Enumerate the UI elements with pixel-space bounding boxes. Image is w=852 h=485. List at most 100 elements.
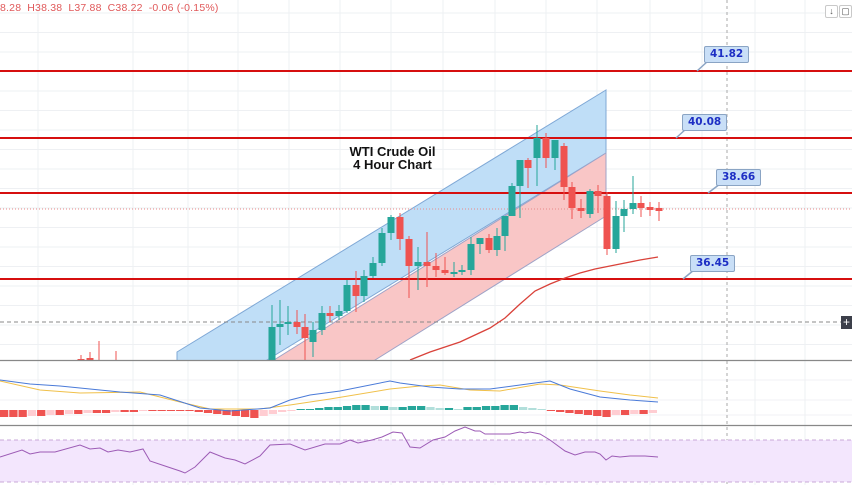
macd-histogram-bar xyxy=(176,410,185,411)
macd-histogram-bar xyxy=(55,410,64,415)
chart-title: WTI Crude Oil 4 Hour Chart xyxy=(320,145,465,171)
macd-histogram-bar xyxy=(27,410,37,416)
candle-body xyxy=(620,209,628,216)
candle-body xyxy=(318,313,326,330)
macd-histogram-bar xyxy=(602,410,611,417)
ohlc-change: -0.06 (-0.15%) xyxy=(148,2,219,14)
macd-histogram-bar xyxy=(92,410,101,413)
macd-histogram-bar xyxy=(259,410,268,416)
candle-body xyxy=(369,263,377,276)
candle-body xyxy=(284,322,292,324)
macd-histogram-bar xyxy=(120,410,129,412)
chart-title-line2: 4 Hour Chart xyxy=(353,157,432,172)
candle-body xyxy=(405,239,413,266)
macd-histogram-bar xyxy=(454,409,463,410)
candle-body xyxy=(524,160,532,168)
fullscreen-icon[interactable]: ▢ xyxy=(839,5,852,18)
candle-body xyxy=(603,196,611,249)
candle-body xyxy=(276,324,284,327)
macd-histogram-bar xyxy=(593,410,602,416)
macd-histogram-bar xyxy=(426,407,435,410)
crosshair-plus-icon[interactable]: + xyxy=(841,315,852,329)
macd-histogram-bar xyxy=(324,407,333,410)
macd-histogram-bar xyxy=(546,410,556,411)
macd-histogram-bar xyxy=(74,410,83,414)
macd-histogram-bar xyxy=(389,407,398,410)
candle-body xyxy=(476,238,484,244)
candle-body xyxy=(301,327,309,338)
candle-body xyxy=(423,262,431,266)
macd-histogram-bar xyxy=(509,405,518,410)
macd-histogram-bar xyxy=(148,410,157,411)
candle-body xyxy=(387,217,395,233)
candle-body xyxy=(637,203,645,208)
macd-histogram-bar xyxy=(278,410,287,412)
candle-body xyxy=(655,208,663,211)
candle-body xyxy=(86,358,94,360)
macd-histogram-bar xyxy=(111,410,120,412)
rsi-line xyxy=(0,426,659,474)
ohlc-open: 8.28 xyxy=(0,2,22,14)
macd-histogram-bar xyxy=(407,406,417,410)
candle-body xyxy=(414,262,422,266)
level-label-40-08: 40.08 xyxy=(682,114,728,131)
macd-histogram-bar xyxy=(296,409,305,410)
level-label-38-66: 38.66 xyxy=(716,169,762,186)
rsi-band xyxy=(0,440,852,482)
candle-body xyxy=(268,327,276,360)
candle-body xyxy=(378,233,386,263)
moving-average-line xyxy=(409,256,659,361)
level-label-36-45: 36.45 xyxy=(690,255,736,272)
macd-histogram-bar xyxy=(315,408,324,410)
candle-body xyxy=(516,160,524,186)
macd-histogram-bar xyxy=(231,410,240,416)
macd-histogram-bar xyxy=(64,410,74,414)
macd-histogram-bar xyxy=(398,407,407,410)
macd-histogram-bar xyxy=(472,407,481,410)
macd-histogram-bar xyxy=(157,410,166,411)
ohlc-high: H38.38 xyxy=(27,2,63,14)
macd-histogram-bar xyxy=(556,410,565,412)
macd-histogram-bar xyxy=(417,406,426,410)
macd-line xyxy=(0,379,659,412)
macd-histogram-bar xyxy=(166,410,176,411)
download-icon[interactable]: ↓ xyxy=(825,5,838,18)
macd-histogram-bar xyxy=(305,409,315,410)
candle-body xyxy=(542,138,550,158)
macd-histogram-bar xyxy=(18,410,27,417)
macd-histogram-bar xyxy=(0,410,9,417)
candle-body xyxy=(441,270,449,273)
candle-body xyxy=(450,272,458,274)
ohlc-close: C38.22 xyxy=(107,2,143,14)
macd-histogram-bar xyxy=(518,407,528,410)
macd-histogram-bar xyxy=(37,410,46,416)
candle-body xyxy=(458,270,466,272)
macd-histogram-bar xyxy=(46,410,55,415)
candle-body xyxy=(551,140,559,158)
macd-histogram-bar xyxy=(213,410,222,414)
macd-histogram-bar xyxy=(203,410,213,413)
candle-body xyxy=(352,285,360,296)
candle-body xyxy=(467,244,475,270)
candle-body xyxy=(629,203,637,209)
macd-histogram-bar xyxy=(435,408,444,410)
macd-histogram-bar xyxy=(379,406,389,410)
macd-histogram-bar xyxy=(240,410,250,417)
candle-body xyxy=(646,207,654,210)
macd-histogram-bar xyxy=(9,410,18,417)
candle-body xyxy=(577,208,585,211)
macd-histogram-bar xyxy=(83,410,92,413)
ohlc-legend: 8.28 H38.38 L37.88 C38.22 -0.06 (-0.15%) xyxy=(0,2,225,14)
candle-body xyxy=(343,285,351,311)
candle-body xyxy=(594,191,602,196)
candle-body xyxy=(493,236,501,250)
candle-body xyxy=(533,138,541,158)
macd-histogram-bar xyxy=(287,410,296,411)
macd-histogram-bar xyxy=(268,410,278,414)
macd-histogram-bar xyxy=(333,407,342,410)
candle-body xyxy=(335,311,343,316)
candle-body xyxy=(360,276,368,296)
candle-body xyxy=(396,217,404,239)
